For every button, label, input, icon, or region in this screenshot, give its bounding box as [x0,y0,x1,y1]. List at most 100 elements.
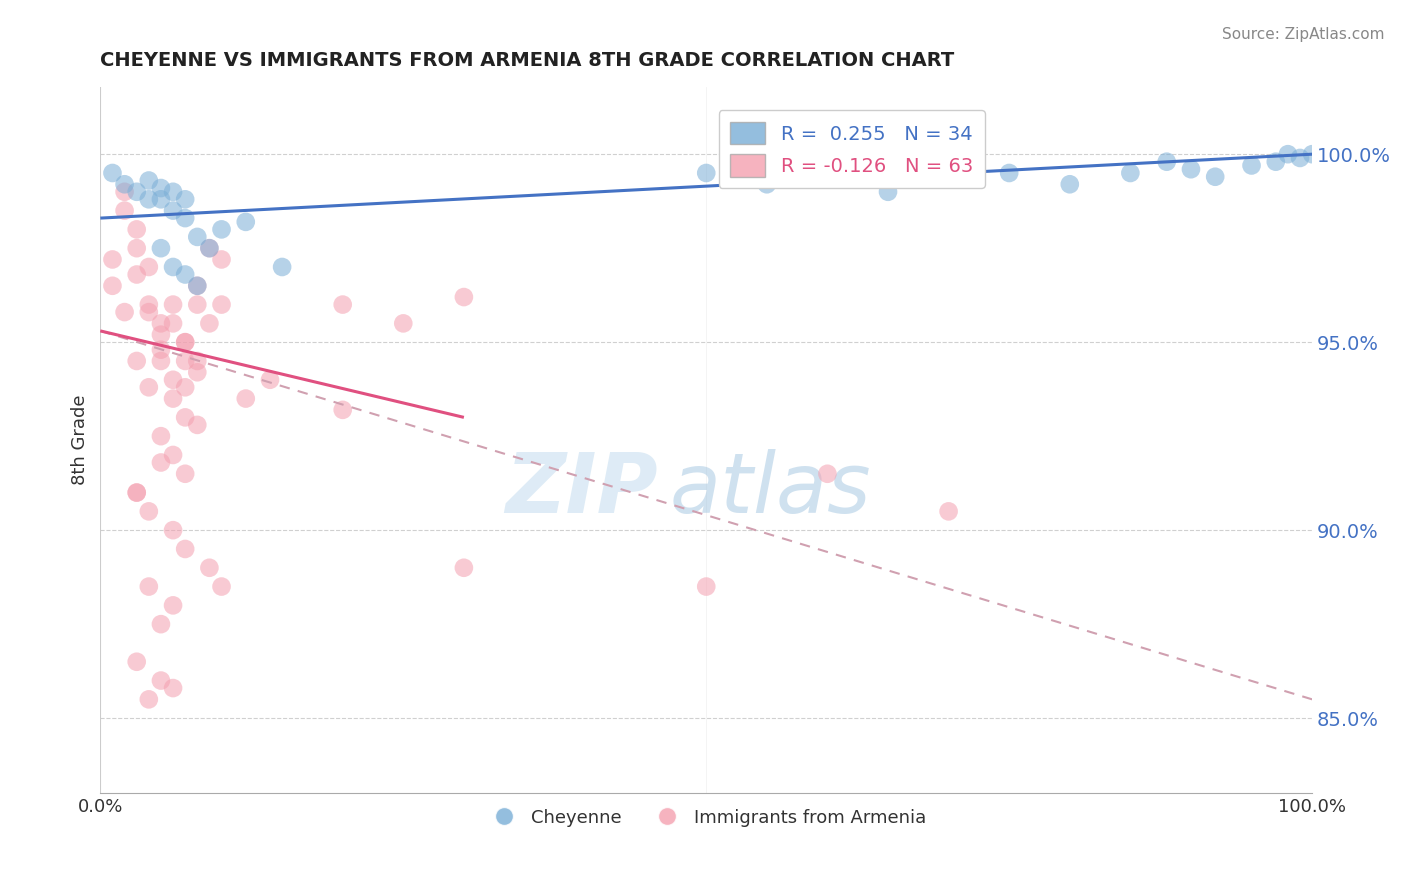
Point [138,305,160,319]
Point [235,392,257,406]
Point [1301,147,1323,161]
Point [149,354,172,368]
Point [138,173,160,187]
Point [998,166,1021,180]
Point [125,268,148,282]
Point [186,297,208,311]
Point [174,335,197,350]
Point [198,241,221,255]
Point [138,297,160,311]
Point [149,455,172,469]
Point [1240,159,1263,173]
Point [174,380,197,394]
Point [149,317,172,331]
Point [101,252,124,267]
Point [174,211,197,226]
Point [125,222,148,236]
Point [174,410,197,425]
Point [162,317,184,331]
Point [1156,154,1178,169]
Point [174,541,197,556]
Point [198,317,221,331]
Point [1119,166,1142,180]
Point [138,380,160,394]
Point [162,523,184,537]
Point [125,655,148,669]
Point [162,373,184,387]
Point [149,327,172,342]
Point [149,429,172,443]
Point [198,561,221,575]
Point [174,335,197,350]
Point [149,673,172,688]
Point [211,580,233,594]
Point [1180,162,1202,177]
Point [149,617,172,632]
Point [1204,169,1226,184]
Point [695,580,717,594]
Point [938,504,960,518]
Point [186,278,208,293]
Point [174,268,197,282]
Point [1289,151,1312,165]
Point [392,317,415,331]
Point [149,241,172,255]
Point [162,260,184,274]
Point [198,241,221,255]
Point [211,297,233,311]
Point [114,305,136,319]
Point [101,278,124,293]
Point [138,580,160,594]
Point [149,343,172,357]
Point [138,260,160,274]
Point [162,185,184,199]
Point [186,230,208,244]
Point [235,215,257,229]
Legend: Cheyenne, Immigrants from Armenia: Cheyenne, Immigrants from Armenia [479,801,934,834]
Point [114,185,136,199]
Point [125,241,148,255]
Point [162,599,184,613]
Point [125,354,148,368]
Point [138,692,160,706]
Point [149,181,172,195]
Point [125,185,148,199]
Text: CHEYENNE VS IMMIGRANTS FROM ARMENIA 8TH GRADE CORRELATION CHART: CHEYENNE VS IMMIGRANTS FROM ARMENIA 8TH … [100,51,955,70]
Text: ZIP: ZIP [505,449,658,530]
Point [695,166,717,180]
Point [271,260,294,274]
Y-axis label: 8th Grade: 8th Grade [72,394,89,485]
Point [174,192,197,206]
Point [114,178,136,192]
Point [211,222,233,236]
Point [162,392,184,406]
Point [877,185,900,199]
Point [174,354,197,368]
Point [1059,178,1081,192]
Point [332,402,354,417]
Point [186,354,208,368]
Point [259,373,281,387]
Point [162,448,184,462]
Point [101,166,124,180]
Point [149,192,172,206]
Point [755,178,778,192]
Point [125,485,148,500]
Point [186,278,208,293]
Point [1277,147,1299,161]
Point [114,203,136,218]
Point [162,297,184,311]
Point [162,203,184,218]
Point [453,561,475,575]
Text: atlas: atlas [669,449,872,530]
Point [453,290,475,304]
Point [125,485,148,500]
Point [211,252,233,267]
Point [138,504,160,518]
Point [174,467,197,481]
Point [186,365,208,379]
Point [162,681,184,695]
Point [138,192,160,206]
Point [1264,154,1286,169]
Point [815,467,838,481]
